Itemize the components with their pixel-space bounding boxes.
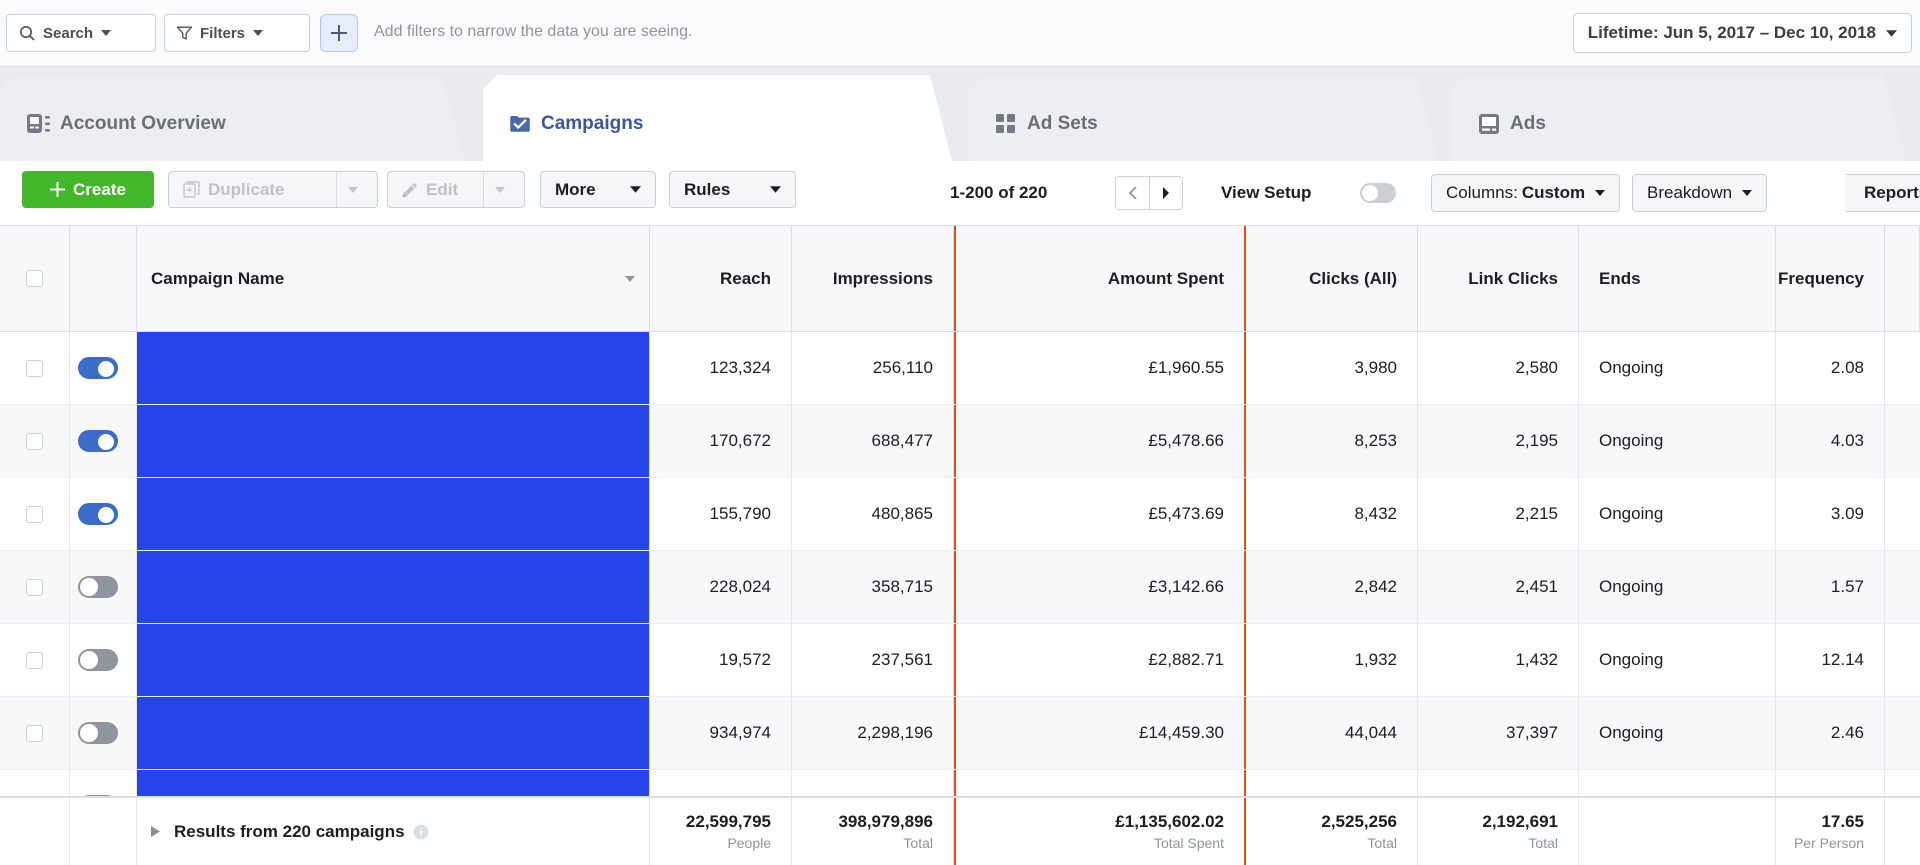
- svg-text:i: i: [419, 827, 422, 839]
